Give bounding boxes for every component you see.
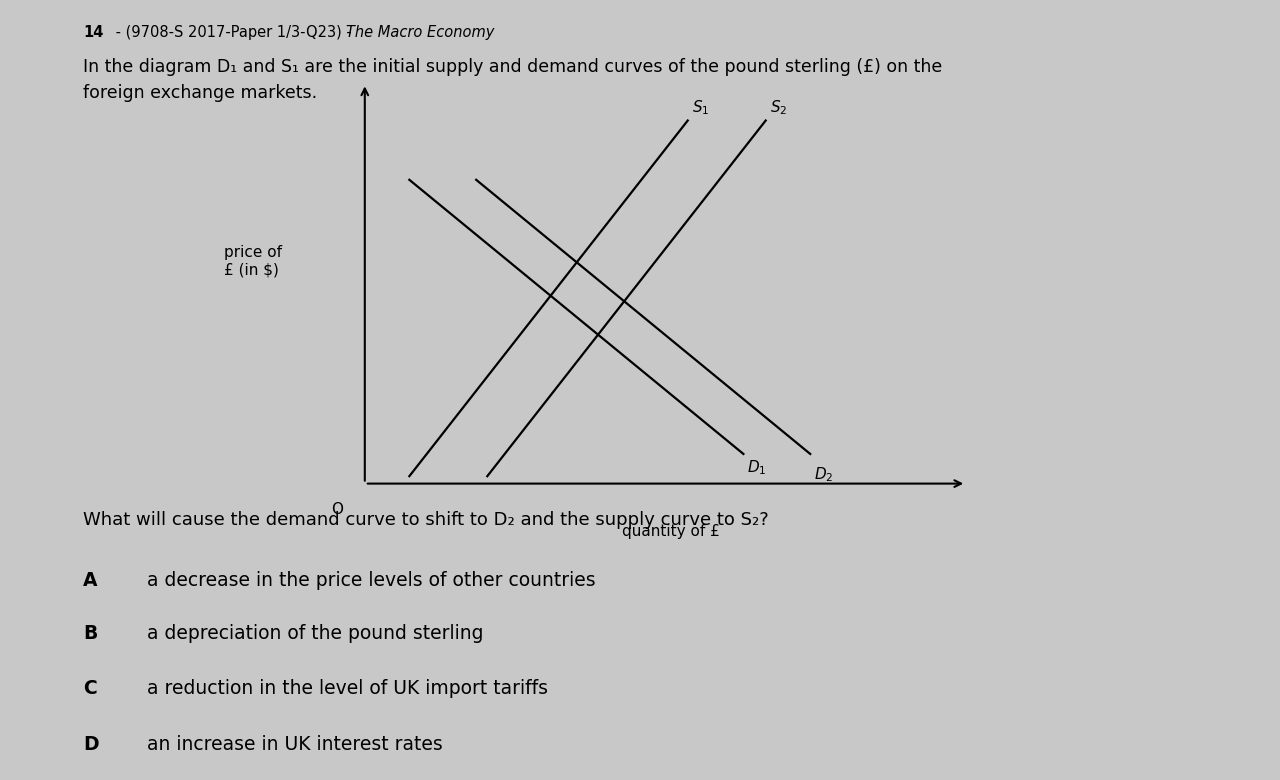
Text: C: C [83, 679, 97, 697]
Text: - (9708-S 2017-Paper 1/3-Q23) -: - (9708-S 2017-Paper 1/3-Q23) - [111, 25, 357, 40]
Text: a depreciation of the pound sterling: a depreciation of the pound sterling [147, 624, 484, 643]
Text: D: D [83, 735, 99, 753]
Text: a reduction in the level of UK import tariffs: a reduction in the level of UK import ta… [147, 679, 548, 697]
Text: $D_2$: $D_2$ [814, 466, 833, 484]
Text: an increase in UK interest rates: an increase in UK interest rates [147, 735, 443, 753]
Text: What will cause the demand curve to shift to D₂ and the supply curve to S₂?: What will cause the demand curve to shif… [83, 511, 769, 529]
Text: 14: 14 [83, 25, 104, 40]
Text: quantity of £: quantity of £ [622, 524, 719, 539]
Text: foreign exchange markets.: foreign exchange markets. [83, 84, 317, 102]
Text: B: B [83, 624, 97, 643]
Text: price of
£ (in $): price of £ (in $) [224, 245, 283, 278]
Text: $D_1$: $D_1$ [748, 458, 767, 477]
Text: $S_2$: $S_2$ [769, 98, 787, 116]
Text: O: O [332, 502, 343, 517]
Text: A: A [83, 571, 97, 590]
Text: a decrease in the price levels of other countries: a decrease in the price levels of other … [147, 571, 595, 590]
Text: $S_1$: $S_1$ [691, 98, 709, 116]
Text: The Macro Economy: The Macro Economy [346, 25, 494, 40]
Text: In the diagram D₁ and S₁ are the initial supply and demand curves of the pound s: In the diagram D₁ and S₁ are the initial… [83, 58, 942, 76]
